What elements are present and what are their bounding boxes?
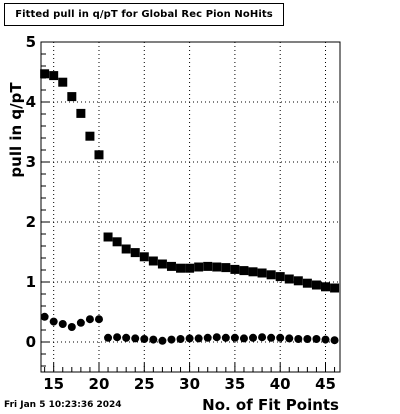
circle-point (203, 333, 212, 342)
y-tick-label: 5 (26, 33, 36, 51)
square-point (194, 262, 204, 272)
square-point (40, 69, 50, 79)
y-axis-title: pull in q/pT (7, 82, 25, 178)
circle-point (239, 334, 248, 343)
circle-point (230, 333, 239, 342)
circle-point (122, 333, 131, 342)
square-point (176, 263, 186, 273)
x-tick-label: 45 (315, 375, 336, 393)
circle-point (321, 335, 330, 344)
circle-point (285, 334, 294, 343)
circle-point (113, 333, 122, 342)
square-point (103, 232, 113, 242)
y-tick-label: 4 (26, 93, 36, 111)
circle-point (276, 333, 285, 342)
square-point (275, 272, 285, 282)
square-point (148, 256, 158, 266)
square-point (212, 262, 222, 272)
circle-point (40, 312, 49, 321)
circle-point (94, 315, 103, 324)
x-tick-label: 30 (179, 375, 200, 393)
circle-point (85, 315, 94, 324)
x-tick-label: 20 (89, 375, 110, 393)
y-tick-label: 3 (26, 153, 36, 171)
x-tick-label: 15 (43, 375, 64, 393)
circle-point (167, 335, 176, 344)
square-point (230, 264, 240, 274)
circle-point (294, 335, 303, 343)
plot-frame (40, 41, 341, 373)
square-point (76, 108, 86, 118)
circle-point (249, 333, 258, 342)
square-point (221, 263, 231, 273)
square-point (311, 280, 321, 290)
circle-point (76, 318, 85, 327)
y-tick-label: 2 (26, 213, 36, 231)
x-axis-title: No. of Fit Points (202, 396, 339, 414)
circle-point (67, 323, 76, 331)
circle-point (330, 336, 339, 345)
chart-title-box: Fitted pull in q/pT for Global Rec Pion … (4, 3, 284, 26)
circle-point (212, 333, 221, 342)
square-point (157, 259, 167, 269)
square-point (49, 71, 59, 81)
square-point (203, 261, 213, 271)
square-point (67, 92, 77, 102)
circle-point (312, 335, 321, 343)
x-tick-label: 35 (224, 375, 245, 393)
circle-point (176, 335, 185, 343)
square-point (94, 150, 104, 160)
circle-point (258, 333, 267, 342)
circle-point (185, 334, 194, 343)
square-point (248, 267, 258, 277)
circle-point (158, 336, 167, 345)
circle-point (267, 333, 276, 342)
square-point (284, 274, 294, 284)
square-point (293, 276, 303, 286)
timestamp: Fri Jan 5 10:23:36 2024 (4, 400, 122, 410)
y-tick-label: 1 (26, 273, 36, 291)
circle-point (49, 317, 58, 326)
circle-point (58, 320, 67, 328)
circle-point (104, 333, 113, 342)
square-point (330, 283, 340, 293)
square-point (121, 244, 131, 254)
circle-point (194, 334, 203, 343)
circle-point (303, 335, 312, 343)
square-point (58, 77, 68, 87)
square-point (302, 278, 312, 288)
x-tick-label: 25 (134, 375, 155, 393)
square-point (112, 237, 122, 247)
square-point (85, 131, 95, 141)
chart-title: Fitted pull in q/pT for Global Rec Pion … (15, 9, 273, 20)
square-point (266, 270, 276, 280)
square-point (257, 268, 267, 278)
circle-point (149, 335, 158, 344)
x-tick-label: 40 (270, 375, 291, 393)
square-point (185, 263, 195, 273)
data-points (40, 69, 340, 345)
circle-point (221, 333, 230, 342)
axis-ticks (41, 41, 336, 372)
circle-point (140, 335, 149, 343)
y-tick-label: 0 (26, 333, 36, 351)
square-point (139, 252, 149, 262)
square-point (321, 282, 331, 292)
square-point (166, 261, 176, 271)
square-point (130, 248, 140, 258)
circle-point (131, 334, 140, 343)
square-point (239, 266, 249, 276)
